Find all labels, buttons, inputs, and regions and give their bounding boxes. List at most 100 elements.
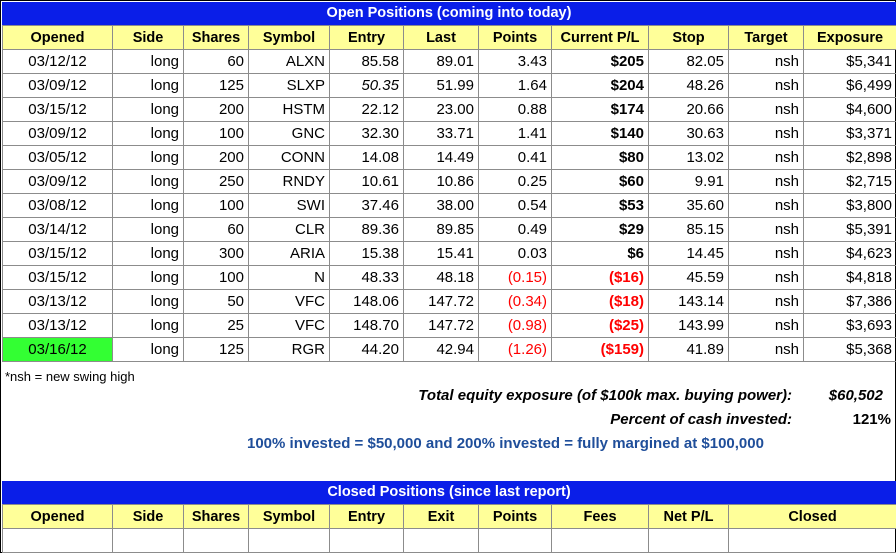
cell-symbol: ARIA (248, 241, 330, 266)
cell-last: 51.99 (403, 73, 479, 98)
cell-entry: 89.36 (329, 217, 404, 242)
cell-symbol: RNDY (248, 169, 330, 194)
cell-points: 0.25 (478, 169, 552, 194)
cell-stop: 48.26 (648, 73, 729, 98)
cell-symbol: ALXN (248, 49, 330, 74)
cell-entry: 50.35 (329, 73, 404, 98)
footnote: *nsh = new swing high (5, 369, 135, 384)
cell-points: 0.49 (478, 217, 552, 242)
cell-symbol: SWI (248, 193, 330, 218)
table-row: 03/09/12 long 100 GNC 32.30 33.71 1.41 $140 30.6… (2, 121, 896, 146)
cell-side: long (112, 313, 184, 338)
cell-target: nsh (728, 241, 804, 266)
margin-note: 100% invested = $50,000 and 200% investe… (247, 435, 764, 452)
closed-col-header: Side (112, 504, 184, 529)
cell-entry: 15.38 (329, 241, 404, 266)
cell-side: long (112, 193, 184, 218)
cell-shares: 100 (183, 193, 249, 218)
cell-opened: 03/09/12 (2, 169, 113, 194)
cell-shares: 200 (183, 97, 249, 122)
cell-entry: 22.12 (329, 97, 404, 122)
cell-exposure: $5,391 (803, 217, 896, 242)
open-col-header: Side (112, 25, 184, 50)
exposure-label: Total equity exposure (of $100k max. buy… (418, 387, 792, 404)
closed-empty-cell (551, 528, 649, 553)
cell-opened: 03/05/12 (2, 145, 113, 170)
cell-side: long (112, 241, 184, 266)
closed-empty-cell (2, 528, 113, 553)
closed-col-header: Closed (728, 504, 896, 529)
cell-symbol: VFC (248, 313, 330, 338)
cell-exposure: $2,898 (803, 145, 896, 170)
cell-stop: 41.89 (648, 337, 729, 362)
cash-value: 121% (852, 411, 891, 428)
cell-target: nsh (728, 265, 804, 290)
cell-entry: 148.70 (329, 313, 404, 338)
cell-stop: 45.59 (648, 265, 729, 290)
cell-target: nsh (728, 193, 804, 218)
cell-stop: 35.60 (648, 193, 729, 218)
cell-opened: 03/13/12 (2, 313, 113, 338)
table-row: 03/09/12 long 125 SLXP 50.35 51.99 1.64 $204 48.… (2, 73, 896, 98)
cell-shares: 60 (183, 49, 249, 74)
cell-exposure: $6,499 (803, 73, 896, 98)
cell-last: 89.85 (403, 217, 479, 242)
cell-shares: 60 (183, 217, 249, 242)
cell-entry: 14.08 (329, 145, 404, 170)
closed-empty-cell (648, 528, 729, 553)
closed-empty-row (2, 528, 896, 553)
table-row: 03/05/12 long 200 CONN 14.08 14.49 0.41 $80 13.0… (2, 145, 896, 170)
open-col-header: Current P/L (551, 25, 649, 50)
cell-shares: 25 (183, 313, 249, 338)
cell-opened: 03/15/12 (2, 241, 113, 266)
cell-stop: 85.15 (648, 217, 729, 242)
cell-shares: 200 (183, 145, 249, 170)
cell-pl: ($159) (551, 337, 649, 362)
closed-empty-cell (728, 528, 896, 553)
cell-last: 14.49 (403, 145, 479, 170)
cell-symbol: CLR (248, 217, 330, 242)
cell-pl: $60 (551, 169, 649, 194)
cash-label: Percent of cash invested: (610, 411, 792, 428)
cell-target: nsh (728, 73, 804, 98)
cell-opened: 03/12/12 (2, 49, 113, 74)
cell-shares: 50 (183, 289, 249, 314)
cell-shares: 125 (183, 73, 249, 98)
cell-side: long (112, 337, 184, 362)
cell-target: nsh (728, 49, 804, 74)
open-positions-table: Opened Side Shares Symbol Entry Last Points Cur… (2, 25, 896, 362)
cell-entry: 85.58 (329, 49, 404, 74)
closed-empty-cell (329, 528, 404, 553)
cell-side: long (112, 121, 184, 146)
closed-empty-cell (403, 528, 479, 553)
cell-points: (0.98) (478, 313, 552, 338)
cell-stop: 143.14 (648, 289, 729, 314)
cell-points: (1.26) (478, 337, 552, 362)
cell-last: 42.94 (403, 337, 479, 362)
table-row: 03/08/12 long 100 SWI 37.46 38.00 0.54 $53 35.60… (2, 193, 896, 218)
cell-last: 23.00 (403, 97, 479, 122)
cell-target: nsh (728, 217, 804, 242)
closed-positions-table: Opened Side Shares Symbol Entry Exit Points Fee… (2, 504, 896, 553)
closed-col-header: Fees (551, 504, 649, 529)
closed-col-header: Shares (183, 504, 249, 529)
closed-col-header: Exit (403, 504, 479, 529)
cell-side: long (112, 169, 184, 194)
cell-pl: $53 (551, 193, 649, 218)
cell-pl: $174 (551, 97, 649, 122)
table-row: 03/15/12 long 100 N 48.33 48.18 (0.15) ($16) 45.… (2, 265, 896, 290)
cell-opened: 03/13/12 (2, 289, 113, 314)
cell-shares: 100 (183, 265, 249, 290)
cell-side: long (112, 217, 184, 242)
cell-side: long (112, 49, 184, 74)
cell-exposure: $3,371 (803, 121, 896, 146)
cell-symbol: HSTM (248, 97, 330, 122)
cell-points: 3.43 (478, 49, 552, 74)
cell-exposure: $2,715 (803, 169, 896, 194)
cell-exposure: $4,600 (803, 97, 896, 122)
cell-target: nsh (728, 337, 804, 362)
closed-empty-cell (183, 528, 249, 553)
cell-opened: 03/08/12 (2, 193, 113, 218)
cell-stop: 143.99 (648, 313, 729, 338)
cell-opened: 03/09/12 (2, 73, 113, 98)
